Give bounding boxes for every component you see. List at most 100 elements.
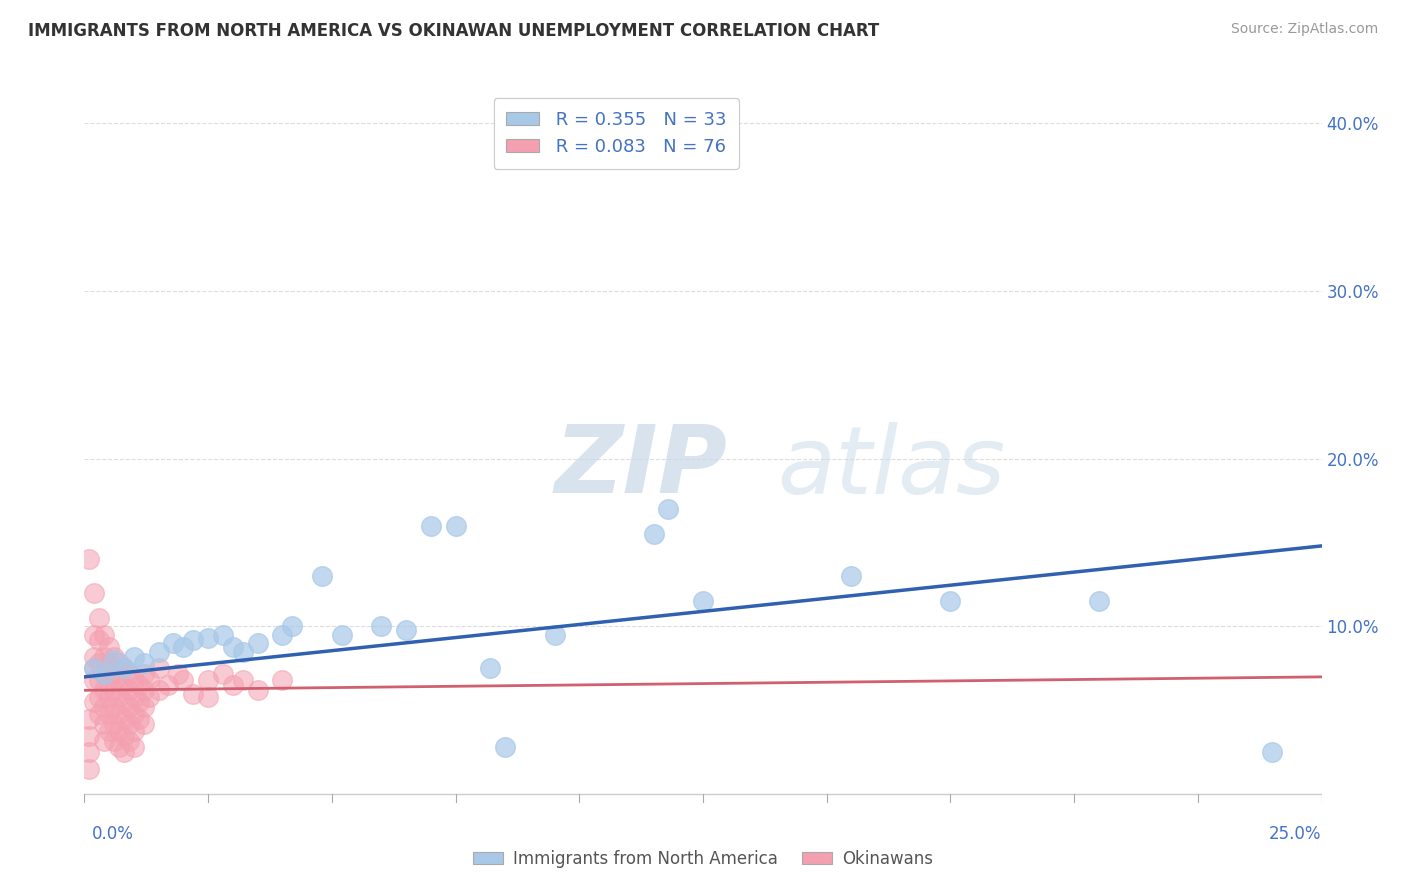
Point: [132, 657, 155, 671]
Point: [83, 673, 105, 688]
Point: [112, 695, 135, 709]
Point: [93, 717, 115, 731]
Point: [98, 673, 121, 688]
Point: [98, 690, 121, 704]
Point: [83, 649, 105, 664]
Point: [89, 690, 111, 704]
Point: [79, 729, 101, 743]
Point: [118, 700, 141, 714]
Point: [112, 661, 135, 675]
Point: [157, 678, 180, 692]
Point: [395, 623, 418, 637]
Point: [108, 706, 131, 721]
Point: [212, 628, 235, 642]
Legend:  R = 0.355   N = 33,  R = 0.083   N = 76: R = 0.355 N = 33, R = 0.083 N = 76: [494, 98, 740, 169]
Point: [212, 666, 235, 681]
Point: [93, 628, 115, 642]
Point: [108, 740, 131, 755]
Point: [112, 661, 135, 675]
Point: [118, 733, 141, 747]
Point: [89, 673, 111, 688]
Point: [444, 518, 467, 533]
Point: [197, 632, 219, 646]
Point: [103, 683, 125, 698]
Point: [181, 632, 204, 647]
Point: [112, 746, 135, 760]
Point: [148, 661, 170, 675]
Point: [89, 657, 111, 671]
Point: [108, 657, 131, 671]
Point: [89, 632, 111, 647]
Point: [108, 673, 131, 688]
Point: [108, 723, 131, 738]
Legend: Immigrants from North America, Okinawans: Immigrants from North America, Okinawans: [465, 844, 941, 875]
Point: [479, 661, 502, 675]
Point: [232, 645, 254, 659]
Point: [1261, 746, 1284, 760]
Point: [246, 636, 269, 650]
Point: [103, 653, 125, 667]
Point: [103, 666, 125, 681]
Point: [89, 611, 111, 625]
Point: [83, 695, 105, 709]
Point: [118, 683, 141, 698]
Point: [93, 666, 115, 681]
Point: [103, 717, 125, 731]
Point: [132, 700, 155, 714]
Point: [112, 678, 135, 692]
Text: IMMIGRANTS FROM NORTH AMERICA VS OKINAWAN UNEMPLOYMENT CORRELATION CHART: IMMIGRANTS FROM NORTH AMERICA VS OKINAWA…: [28, 22, 879, 40]
Point: [93, 683, 115, 698]
Point: [692, 594, 714, 608]
Point: [330, 628, 353, 642]
Point: [132, 717, 155, 731]
Point: [643, 527, 665, 541]
Point: [79, 712, 101, 726]
Text: 0.0%: 0.0%: [91, 825, 134, 843]
Point: [79, 552, 101, 566]
Point: [83, 586, 105, 600]
Point: [122, 690, 145, 704]
Point: [108, 690, 131, 704]
Point: [281, 619, 304, 633]
Point: [657, 502, 679, 516]
Point: [89, 706, 111, 721]
Point: [112, 729, 135, 743]
Point: [128, 695, 150, 709]
Point: [494, 740, 516, 755]
Point: [232, 673, 254, 688]
Point: [222, 640, 245, 654]
Text: Source: ZipAtlas.com: Source: ZipAtlas.com: [1230, 22, 1378, 37]
Text: 25.0%: 25.0%: [1270, 825, 1322, 843]
Point: [103, 700, 125, 714]
Point: [271, 628, 294, 642]
Point: [93, 649, 115, 664]
Point: [79, 762, 101, 776]
Point: [138, 673, 160, 688]
Point: [148, 645, 170, 659]
Point: [246, 683, 269, 698]
Point: [98, 640, 121, 654]
Point: [939, 594, 962, 608]
Point: [122, 673, 145, 688]
Point: [93, 733, 115, 747]
Point: [79, 746, 101, 760]
Point: [148, 683, 170, 698]
Point: [122, 723, 145, 738]
Point: [83, 661, 105, 675]
Point: [543, 628, 565, 642]
Point: [419, 518, 441, 533]
Point: [197, 690, 219, 704]
Point: [122, 649, 145, 664]
Point: [172, 673, 194, 688]
Point: [118, 717, 141, 731]
Point: [311, 569, 333, 583]
Point: [98, 657, 121, 671]
Point: [1088, 594, 1111, 608]
Point: [370, 619, 392, 633]
Point: [172, 640, 194, 654]
Point: [162, 636, 184, 650]
Point: [841, 569, 863, 583]
Point: [118, 666, 141, 681]
Point: [103, 649, 125, 664]
Text: ZIP: ZIP: [554, 421, 727, 514]
